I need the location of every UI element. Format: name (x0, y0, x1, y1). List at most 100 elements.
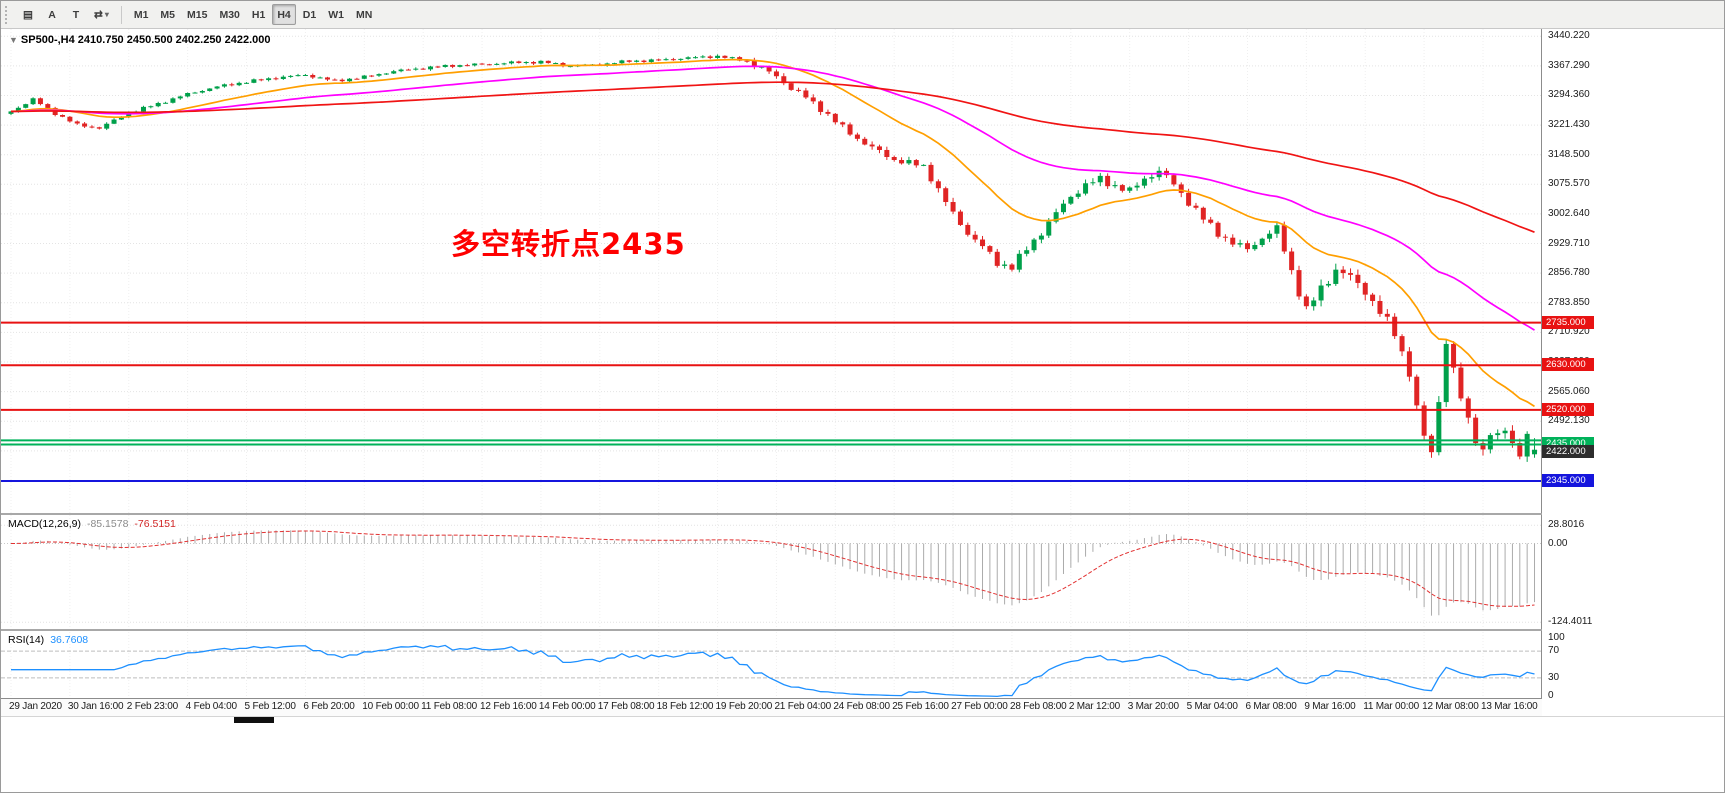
time-axis-label: 5 Mar 04:00 (1186, 701, 1238, 712)
hlines-layer (1, 321, 1542, 482)
macd-signal-line (10, 530, 1535, 607)
ma-line-20[interactable] (10, 58, 1535, 408)
time-axis-label: 12 Feb 16:00 (480, 701, 537, 712)
ohlc-values: 2410.750 2450.500 2402.250 2422.000 (77, 34, 271, 46)
time-axis-label: 6 Feb 20:00 (303, 701, 355, 712)
time-axis-label: 30 Jan 16:00 (67, 701, 124, 712)
time-axis-label: 11 Mar 00:00 (1363, 701, 1420, 712)
chart-annotation-text[interactable]: 多空转折点2435 (451, 227, 686, 261)
price-scale-label: 3148.500 (1548, 148, 1590, 160)
chart-windows-icon: ▤ (23, 8, 33, 21)
price-scale-label: 3294.360 (1548, 89, 1590, 101)
timeframe-button-d1[interactable]: D1 (298, 4, 321, 25)
panel-separator-macd[interactable] (1, 513, 1542, 515)
price-line-badge-2630[interactable]: 2630.000 (1542, 358, 1594, 372)
scale-border (1541, 29, 1542, 699)
time-axis-label: 11 Feb 08:00 (421, 701, 477, 712)
rsi-scale-label: 70 (1548, 645, 1560, 657)
macd-layer (1, 524, 1541, 623)
rsi-panel-label: RSI(14) 36.7608 (8, 634, 88, 646)
macd-name: MACD(12,26,9) (8, 518, 81, 530)
timeframe-button-m15[interactable]: M15 (182, 4, 212, 25)
time-axis-label: 12 Mar 08:00 (1422, 701, 1479, 712)
macd-signal-value: -76.5151 (134, 518, 176, 530)
time-axis-label: 5 Feb 12:00 (244, 701, 296, 712)
price-scale-label: 2492.130 (1548, 415, 1590, 427)
timeframe-button-mn[interactable]: MN (351, 4, 377, 25)
current-price-badge: 2422.000 (1542, 444, 1594, 458)
time-axis-label: 14 Feb 00:00 (538, 701, 596, 712)
macd-main-value: -85.1578 (86, 518, 129, 530)
timeframe-button-m1[interactable]: M1 (129, 4, 154, 25)
price-scale-label: 3440.220 (1548, 30, 1590, 42)
time-axis-label: 24 Feb 08:00 (833, 701, 890, 712)
price-scale-label: 3002.640 (1548, 207, 1590, 219)
symbol-timeframe-label: SP500-,H4 (20, 34, 75, 46)
text-tool-button[interactable]: T (65, 4, 87, 25)
bottom-strip (1, 716, 1724, 792)
price-scale-label: 3075.570 (1548, 178, 1590, 190)
price-scale-label: 3221.430 (1548, 119, 1590, 131)
rsi-value: 36.7608 (50, 634, 89, 646)
annotations-icon: A (48, 8, 56, 21)
price-line-badge-2345[interactable]: 2345.000 (1542, 473, 1594, 487)
macd-panel-label: MACD(12,26,9) -85.1578 -76.5151 (8, 518, 176, 530)
cycle-symbols-button[interactable]: ⇄ ▾ (89, 4, 114, 25)
price-line-badge-2735[interactable]: 2735.000 (1542, 315, 1594, 329)
macd-scale-label: 28.8016 (1548, 519, 1585, 531)
timeframe-button-h1[interactable]: H1 (247, 4, 270, 25)
timeframe-button-w1[interactable]: W1 (323, 4, 349, 25)
timeframe-button-m30[interactable]: M30 (214, 4, 244, 25)
time-axis-label: 10 Feb 00:00 (362, 701, 419, 712)
time-axis-label: 18 Feb 12:00 (656, 701, 714, 712)
price-scale[interactable] (1542, 29, 1724, 716)
macd-scale-label: -124.4011 (1548, 616, 1593, 628)
time-axis-label: 29 Jan 2020 (9, 701, 62, 712)
candles-layer (8, 54, 1538, 462)
time-axis-label: 2 Feb 23:00 (126, 701, 178, 712)
ma-line-55[interactable] (10, 65, 1535, 331)
time-axis-label: 3 Mar 20:00 (1127, 701, 1179, 712)
toolbar: ▤ A T ⇄ ▾ M1 M5 M15 M30 H1 H4 D1 W1 MN (1, 1, 1724, 29)
chart-title: ▼ SP500-,H4 2410.750 2450.500 2402.250 24… (9, 34, 271, 46)
toolbar-grip[interactable] (5, 5, 11, 24)
annotations-button[interactable]: A (41, 4, 63, 25)
price-line-badge-2520[interactable]: 2520.000 (1542, 402, 1594, 416)
timeframe-button-m5[interactable]: M5 (155, 4, 180, 25)
ma-line-150[interactable] (11, 81, 1535, 233)
time-axis-label: 2 Mar 12:00 (1068, 701, 1120, 712)
text-tool-icon: T (72, 8, 80, 21)
price-scale-label: 2856.780 (1548, 267, 1590, 279)
rsi-scale-label: 0 (1548, 690, 1554, 701)
timeframe-button-h4[interactable]: H4 (272, 4, 296, 25)
time-axis-label: 13 Mar 16:00 (1481, 701, 1538, 712)
time-axis-label: 25 Feb 16:00 (892, 701, 949, 712)
time-axis-label: 28 Feb 08:00 (1009, 701, 1067, 712)
collapse-triangle-icon[interactable]: ▼ (9, 35, 18, 45)
rsi-scale-label: 30 (1548, 671, 1560, 683)
rsi-layer (1, 644, 1541, 698)
time-axis-label: 6 Mar 08:00 (1245, 701, 1297, 712)
time-axis-label: 19 Feb 20:00 (715, 701, 773, 712)
price-scale-label: 2710.920 (1548, 326, 1590, 338)
price-scale-label: 3367.290 (1548, 59, 1590, 71)
rsi-name: RSI(14) (8, 634, 45, 646)
time-axis-label: 27 Feb 00:00 (951, 701, 1008, 712)
chart-windows-button[interactable]: ▤ (17, 4, 39, 25)
hscroll-thumb[interactable] (234, 717, 274, 723)
macd-scale-label: 0.00 (1548, 537, 1568, 549)
price-scale-label: 2783.850 (1548, 296, 1590, 308)
rsi-scale-label: 100 (1548, 632, 1565, 643)
chevron-down-icon: ▾ (104, 10, 109, 19)
cycle-symbols-icon: ⇄ (94, 8, 103, 21)
time-axis[interactable] (1, 698, 1542, 716)
time-axis-label: 4 Feb 04:00 (185, 701, 237, 712)
moving-averages-layer (10, 58, 1535, 408)
grid-layer (1, 29, 1541, 698)
price-scale-label: 2929.710 (1548, 237, 1590, 249)
time-axis-label: 21 Feb 04:00 (774, 701, 831, 712)
panel-separator-rsi[interactable] (1, 629, 1542, 631)
time-axis-label: 9 Mar 16:00 (1304, 701, 1356, 712)
